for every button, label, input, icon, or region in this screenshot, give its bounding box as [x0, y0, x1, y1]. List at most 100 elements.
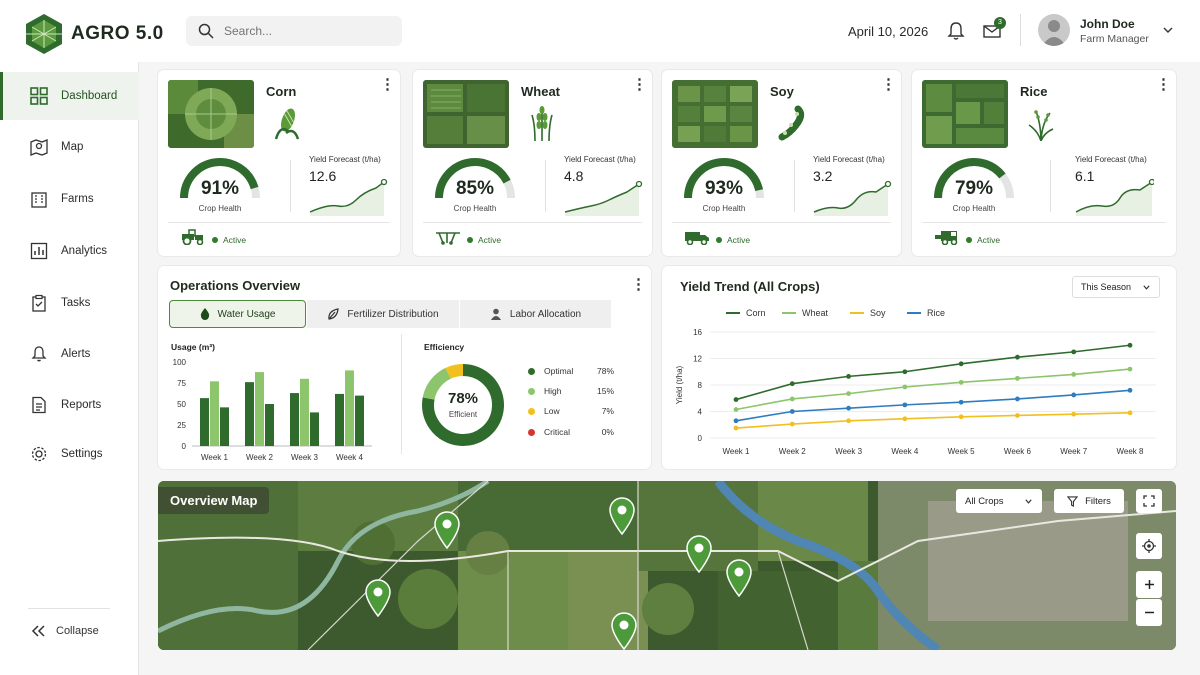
app-name: AGRO 5.0: [71, 23, 164, 44]
search-input[interactable]: [224, 24, 374, 38]
irrigator-icon: [436, 232, 460, 245]
sidebar-item-label: Dashboard: [61, 90, 118, 102]
crop-filter-select[interactable]: All Crops: [956, 489, 1042, 513]
tab-fertilizer-distribution[interactable]: Fertilizer Distribution: [307, 300, 459, 328]
crop-card-soy[interactable]: Soy ⋮ 93% Crop Health Yield Forecast (t/…: [662, 70, 901, 256]
more-menu-icon[interactable]: ⋮: [631, 276, 646, 293]
data-point: [902, 402, 908, 408]
sidebar-item-reports[interactable]: Reports: [0, 381, 139, 429]
map-pin-icon[interactable]: [365, 579, 391, 617]
crop-card-rice[interactable]: Rice ⋮ 79% Crop Health Yield Forecast (t…: [912, 70, 1176, 256]
x-tick-label: Week 6: [1004, 447, 1032, 456]
more-menu-icon[interactable]: ⋮: [1156, 76, 1171, 93]
legend-line: [782, 312, 796, 314]
grid-icon: [30, 87, 48, 105]
data-point: [1015, 413, 1020, 418]
card-divider: [672, 222, 891, 223]
data-point: [1015, 375, 1020, 381]
data-point: [1127, 366, 1133, 372]
data-point: [789, 396, 795, 402]
crop-card-corn[interactable]: Corn ⋮ 91% Crop Health Yield Forecast (t…: [158, 70, 400, 256]
harvester-icon: [935, 231, 958, 245]
map-pin-icon[interactable]: [726, 559, 752, 597]
sidebar-item-farms[interactable]: Farms: [0, 175, 139, 223]
map-pin-icon[interactable]: [611, 612, 637, 650]
legend-rice: Rice: [907, 308, 945, 318]
crop-health-value: 93%: [704, 178, 744, 199]
rice-field-image: [922, 80, 1008, 148]
crop-health-value: 79%: [954, 178, 994, 199]
data-point: [902, 384, 908, 390]
sidebar-item-analytics[interactable]: Analytics: [0, 227, 139, 275]
zoom-out-button[interactable]: [1136, 599, 1162, 626]
chevron-down-icon[interactable]: [1162, 24, 1174, 36]
period-select[interactable]: This Season: [1072, 276, 1160, 298]
zoom-in-button[interactable]: [1136, 571, 1162, 598]
efficiency-legend-optimal: Optimal 78%: [528, 366, 614, 376]
sidebar-item-settings[interactable]: Settings: [0, 430, 139, 478]
sidebar-item-map[interactable]: Map: [0, 123, 139, 171]
mail-badge: 3: [994, 17, 1006, 29]
sidebar-item-tasks[interactable]: Tasks: [0, 279, 139, 327]
more-menu-icon[interactable]: ⋮: [632, 76, 647, 93]
card-divider: [290, 160, 291, 212]
y-tick-label: 25: [177, 421, 186, 430]
x-tick-label: Week 7: [1060, 447, 1088, 456]
bar: [210, 381, 219, 446]
efficiency-legend-high: High 15%: [528, 386, 614, 396]
filters-button[interactable]: Filters: [1054, 489, 1124, 513]
legend-label: Optimal: [544, 366, 574, 376]
clipboard-icon: [32, 294, 46, 312]
locate-button[interactable]: [1136, 533, 1162, 559]
tab-labor-allocation[interactable]: Labor Allocation: [460, 300, 611, 328]
crop-health-label: Crop Health: [702, 204, 746, 213]
status-dot-icon: [716, 237, 722, 243]
sidebar-divider: [28, 608, 110, 609]
status-dot-icon: [467, 237, 473, 243]
legend-label: Rice: [927, 308, 946, 318]
bar: [200, 398, 209, 446]
avatar[interactable]: [1038, 14, 1070, 46]
data-point: [1127, 342, 1133, 348]
bar: [335, 393, 344, 446]
collapse-button[interactable]: Collapse: [30, 624, 99, 638]
logo[interactable]: AGRO 5.0: [22, 12, 164, 56]
map-pin-icon[interactable]: [609, 497, 635, 535]
efficiency-title: Efficiency: [424, 342, 465, 352]
legend-value: 7%: [601, 406, 614, 416]
crop-health-label: Crop Health: [453, 204, 497, 213]
tab-water-usage[interactable]: Water Usage: [169, 300, 306, 328]
sidebar-item-label: Map: [61, 141, 84, 153]
bell-icon: [31, 346, 47, 362]
sidebar: Dashboard Map Farms Analytics Tasks Aler…: [0, 62, 139, 675]
status-text: Active: [478, 235, 502, 245]
map-pin-icon[interactable]: [434, 511, 460, 549]
status-badge: Active: [212, 235, 246, 245]
more-menu-icon[interactable]: ⋮: [380, 76, 395, 93]
legend-value: 15%: [596, 386, 614, 396]
donut-slice: [422, 367, 451, 400]
x-tick-label: Week 1: [723, 447, 751, 456]
more-menu-icon[interactable]: ⋮: [881, 76, 896, 93]
overview-map[interactable]: Overview Map All Crops Filters: [158, 481, 1176, 650]
bar: [310, 412, 319, 446]
status-badge: Active: [966, 235, 1000, 245]
search-box[interactable]: [186, 16, 402, 46]
series-line: [735, 389, 1131, 422]
fullscreen-button[interactable]: [1136, 489, 1162, 513]
data-point: [958, 414, 964, 420]
y-tick-label: 16: [693, 328, 702, 337]
water-drop-icon: [200, 308, 209, 320]
legend-swatch: [528, 428, 535, 436]
header-divider: [1020, 14, 1021, 46]
map-pin-icon[interactable]: [686, 535, 712, 573]
chart-icon: [30, 242, 48, 260]
x-tick-label: Week 2: [779, 447, 807, 456]
status-badge: Active: [716, 235, 750, 245]
sidebar-item-alerts[interactable]: Alerts: [0, 330, 139, 378]
crop-card-wheat[interactable]: Wheat ⋮ 85% Crop Health Yield Forecast (…: [413, 70, 652, 256]
data-point: [733, 397, 739, 402]
bell-icon[interactable]: [945, 20, 967, 42]
data-point: [902, 416, 908, 422]
sidebar-item-dashboard[interactable]: Dashboard: [0, 72, 139, 120]
